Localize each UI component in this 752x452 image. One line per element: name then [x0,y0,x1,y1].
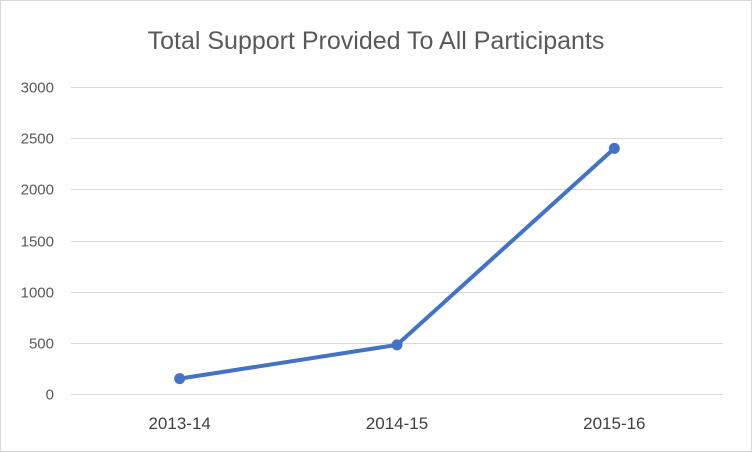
x-tick-label: 2015-16 [583,414,645,433]
y-tick-label: 500 [29,336,54,353]
data-point [174,373,186,385]
x-tick-label: 2014-15 [366,414,428,433]
y-tick-label: 2000 [21,182,54,199]
y-tick-label: 0 [46,387,54,404]
y-tick-label: 1500 [21,234,54,251]
y-tick-label: 1000 [21,285,54,302]
y-tick-label: 3000 [21,80,54,97]
x-tick-label: 2013-14 [148,414,210,433]
y-tick-label: 2500 [21,131,54,148]
chart-title: Total Support Provided To All Participan… [147,27,605,55]
data-point [391,339,403,351]
data-point [608,142,620,154]
